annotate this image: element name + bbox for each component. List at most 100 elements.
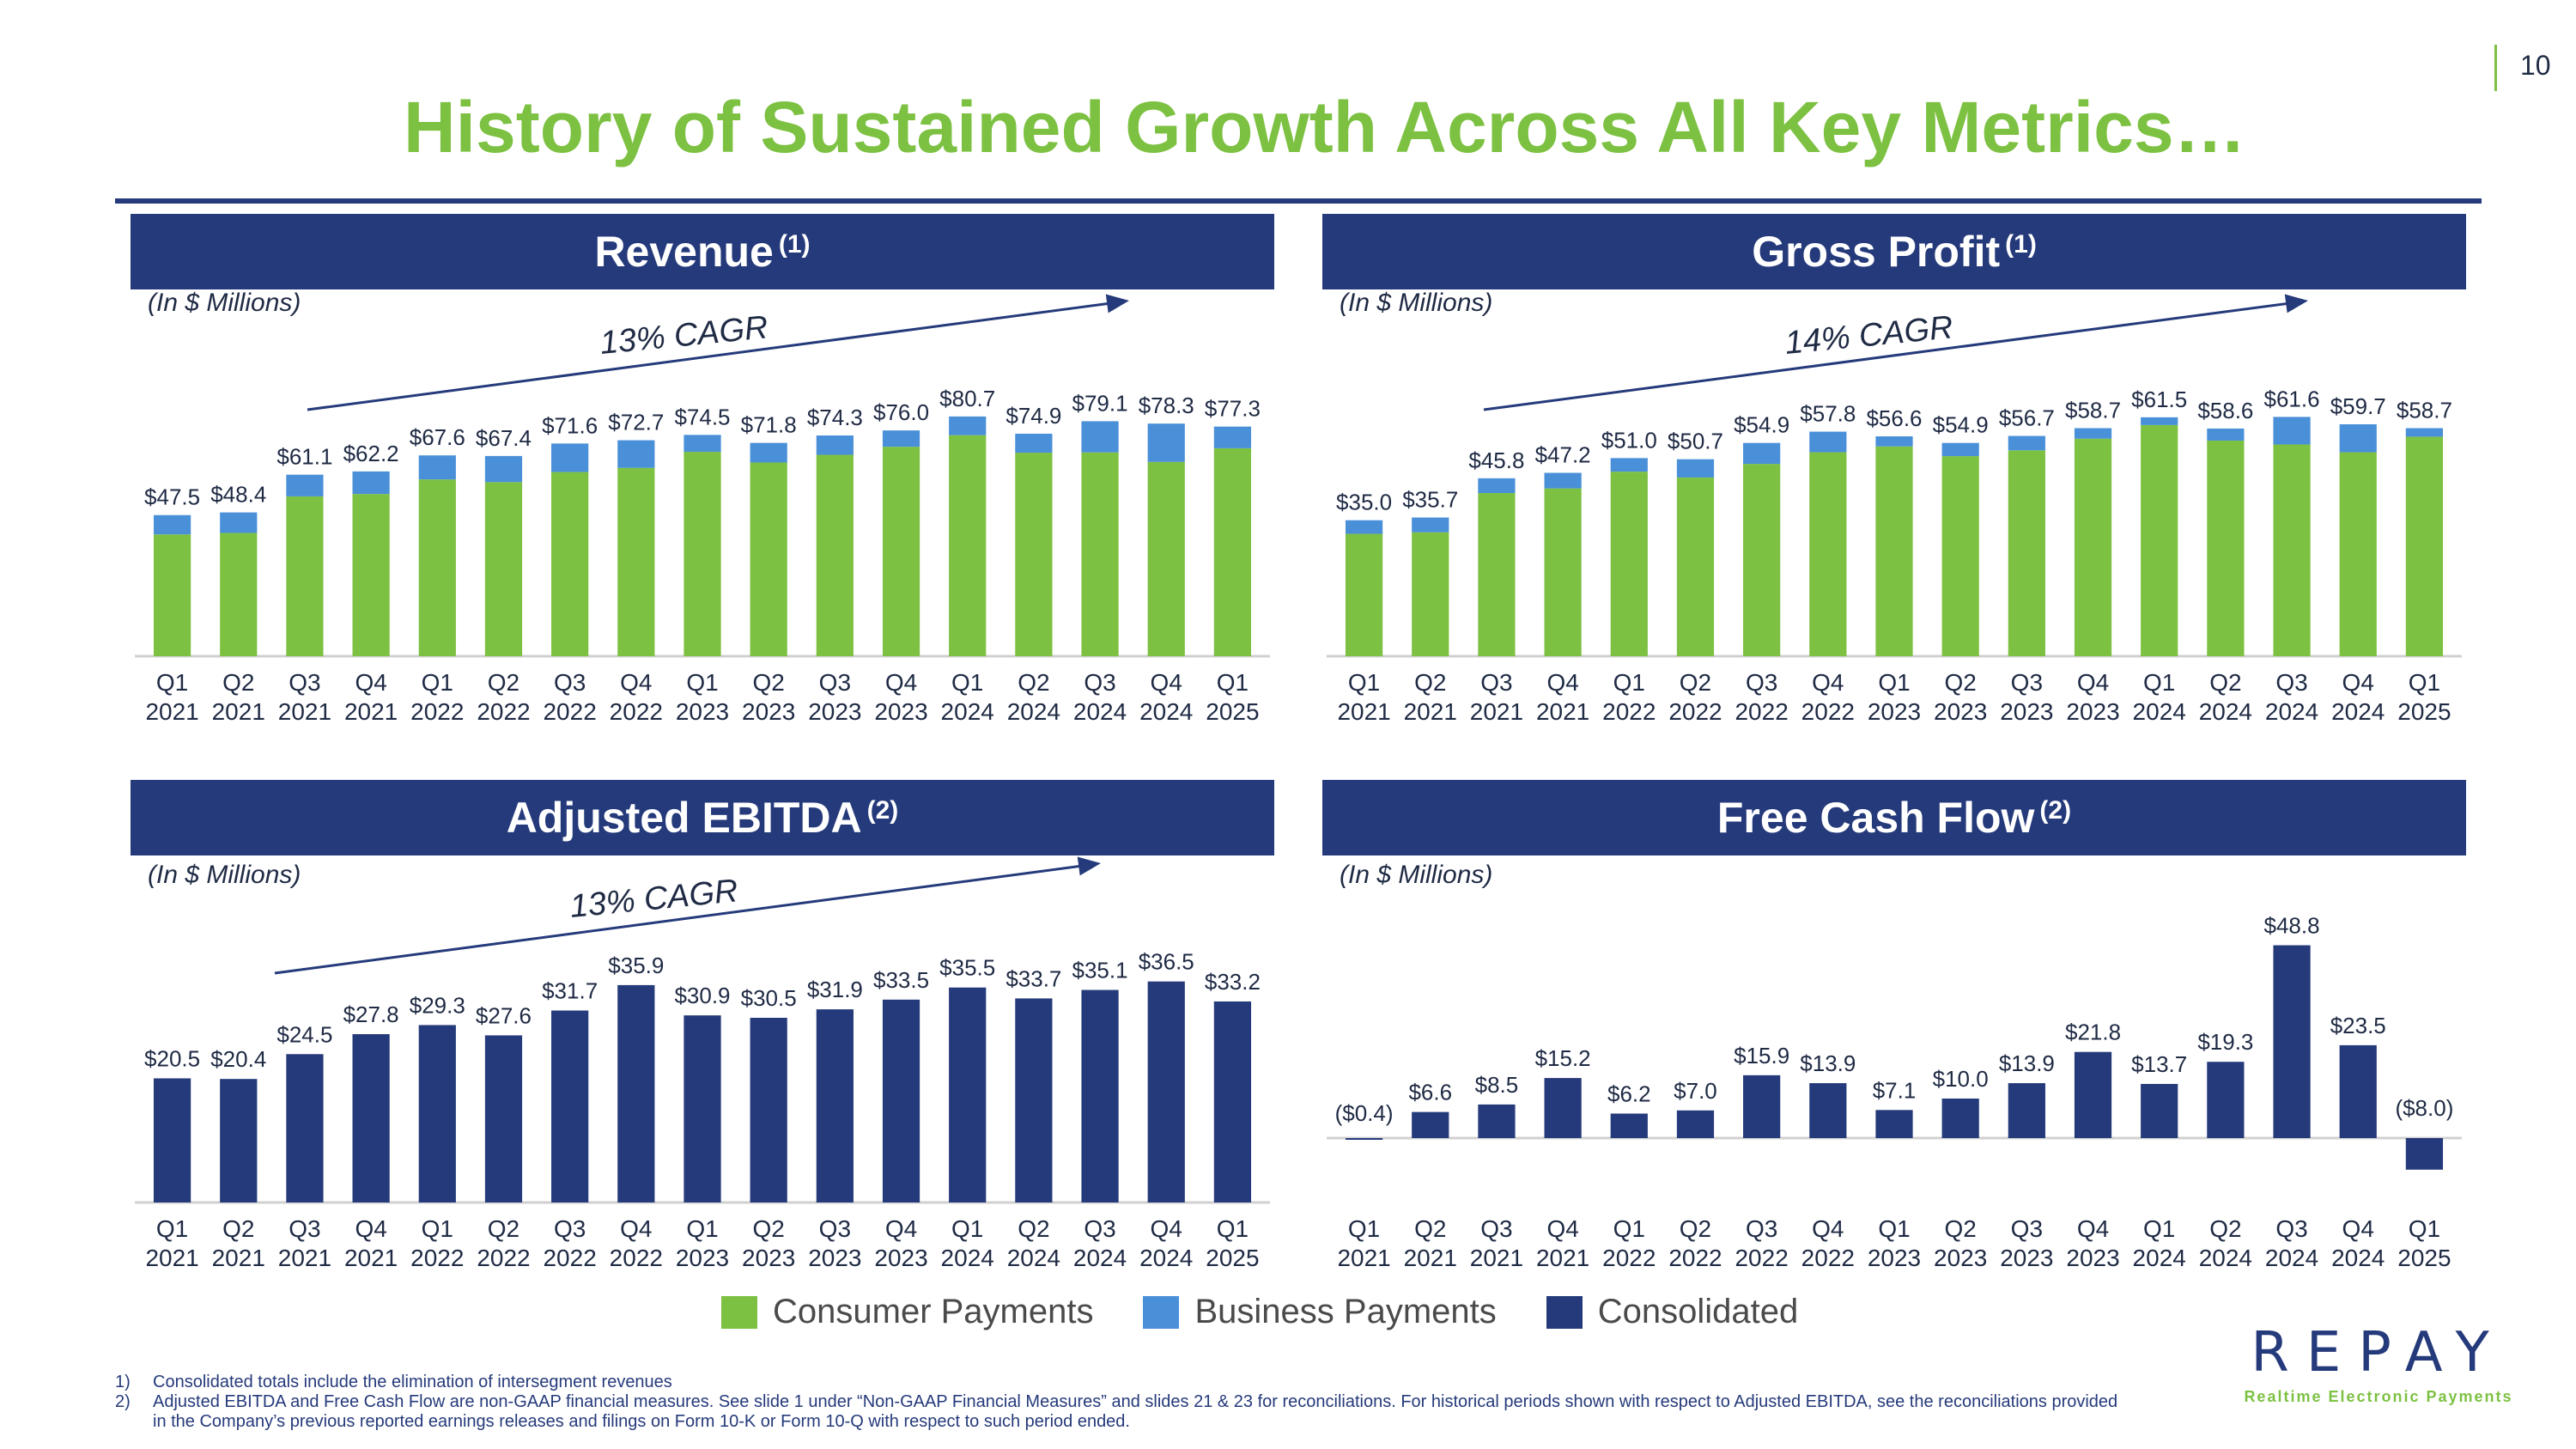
adjusted-ebitda-bar-consolidated xyxy=(882,999,920,1202)
adjusted-ebitda-data-label: $35.9 xyxy=(608,953,664,978)
adjusted-ebitda-tick-quarter: Q3 xyxy=(554,1215,586,1242)
gross-profit-data-label: $58.6 xyxy=(2197,398,2253,423)
adjusted-ebitda-title-footnote: (2) xyxy=(866,796,899,825)
title-divider xyxy=(115,198,2482,204)
gross-profit-tick-year: 2024 xyxy=(2133,698,2186,725)
gross-profit-tick-quarter: Q1 xyxy=(2409,669,2440,696)
adjusted-ebitda-tick-year: 2022 xyxy=(543,1245,596,1271)
gross-profit-title-footnote: (1) xyxy=(2005,230,2037,259)
adjusted-ebitda-tick-year: 2024 xyxy=(1139,1245,1193,1271)
legend-label-consumer: Consumer Payments xyxy=(773,1293,1094,1330)
revenue-tick-quarter: Q3 xyxy=(289,669,320,696)
revenue-bar-business xyxy=(418,455,456,480)
revenue-tick-quarter: Q2 xyxy=(752,669,784,696)
gross-profit-data-label: $54.9 xyxy=(1933,412,1989,438)
revenue-bar-business xyxy=(949,416,987,435)
adjusted-ebitda-tick-year: 2024 xyxy=(1073,1245,1127,1271)
revenue-data-label: $71.6 xyxy=(542,412,598,438)
revenue-tick-year: 2022 xyxy=(610,698,663,725)
gross-profit-bar-consumer xyxy=(1544,488,1582,656)
free-cash-flow-bar-consolidated xyxy=(2207,1062,2245,1138)
free-cash-flow-tick-quarter: Q1 xyxy=(1348,1215,1380,1242)
revenue-tick-year: 2024 xyxy=(1007,698,1060,725)
revenue-bar-consumer xyxy=(286,496,324,656)
free-cash-flow-data-label: $19.3 xyxy=(2197,1029,2253,1055)
footnote-text: Consolidated totals include the eliminat… xyxy=(153,1373,672,1391)
revenue-data-label: $77.3 xyxy=(1205,396,1261,422)
revenue-tick-year: 2022 xyxy=(543,698,596,725)
revenue-tick-quarter: Q1 xyxy=(951,669,983,696)
adjusted-ebitda-cagr-arrow-line xyxy=(274,862,1097,975)
gross-profit-cagr-arrow-line xyxy=(1483,300,2304,411)
revenue-tick-year: 2022 xyxy=(410,698,464,725)
revenue-tick-year: 2021 xyxy=(212,698,265,725)
gross-profit-bar-consumer xyxy=(1875,446,1913,656)
adjusted-ebitda-bar-consolidated xyxy=(352,1034,390,1202)
free-cash-flow-bar-consolidated xyxy=(2074,1051,2112,1138)
gross-profit-bar-consumer xyxy=(1941,456,1979,656)
revenue-bar-business xyxy=(617,440,655,468)
revenue-bar-business xyxy=(286,474,324,496)
revenue-data-label: $47.5 xyxy=(144,484,200,510)
free-cash-flow-tick-quarter: Q1 xyxy=(2409,1215,2440,1242)
revenue-data-label: $67.6 xyxy=(410,424,465,450)
free-cash-flow-tick-quarter: Q3 xyxy=(2275,1215,2307,1242)
free-cash-flow-data-label: $23.5 xyxy=(2330,1013,2386,1038)
revenue-tick-quarter: Q4 xyxy=(355,669,386,696)
gross-profit-data-label: $35.0 xyxy=(1336,490,1392,515)
gross-profit-tick-quarter: Q1 xyxy=(2143,669,2175,696)
gross-profit-bar-consumer xyxy=(2141,424,2178,656)
gross-profit-bar-consumer xyxy=(2405,436,2444,656)
revenue-tick-year: 2021 xyxy=(344,698,398,725)
adjusted-ebitda-data-label: $24.5 xyxy=(276,1021,332,1047)
revenue-bar-consumer xyxy=(1147,461,1185,656)
adjusted-ebitda-data-label: $27.8 xyxy=(343,1002,399,1027)
free-cash-flow-bar-consolidated xyxy=(1544,1078,1582,1138)
revenue-bar-business xyxy=(352,471,390,495)
adjusted-ebitda-tick-quarter: Q3 xyxy=(819,1215,851,1242)
free-cash-flow-tick-year: 2024 xyxy=(2133,1245,2186,1271)
free-cash-flow-tick-quarter: Q2 xyxy=(1944,1215,1976,1242)
adjusted-ebitda-tick-year: 2022 xyxy=(410,1245,464,1271)
gross-profit-cagr-arrow-head xyxy=(2284,294,2308,314)
free-cash-flow-tick-quarter: Q4 xyxy=(1812,1215,1844,1242)
adjusted-ebitda-data-label: $31.9 xyxy=(807,977,863,1002)
gross-profit-title: Gross Profit xyxy=(1752,228,2001,276)
gross-profit-tick-year: 2024 xyxy=(2331,698,2385,725)
gross-profit-tick-year: 2024 xyxy=(2265,698,2318,725)
revenue-data-label: $74.9 xyxy=(1005,403,1061,429)
adjusted-ebitda-tick-quarter: Q3 xyxy=(289,1215,320,1242)
adjusted-ebitda-tick-quarter: Q1 xyxy=(1217,1215,1249,1242)
gross-profit-tick-quarter: Q2 xyxy=(2209,669,2241,696)
gross-profit-data-label: $51.0 xyxy=(1601,427,1657,453)
logo-tagline: Realtime Electronic Payments xyxy=(2244,1388,2513,1405)
free-cash-flow-bar-consolidated xyxy=(1610,1113,1648,1138)
revenue-bar-business xyxy=(1213,426,1252,448)
gross-profit-bar-consumer xyxy=(2074,438,2112,656)
gross-profit-bar-consumer xyxy=(1676,477,1715,656)
free-cash-flow-data-label: $15.2 xyxy=(1535,1045,1591,1071)
revenue-data-label: $80.7 xyxy=(939,386,995,411)
footnote-text: Adjusted EBITDA and Free Cash Flow are n… xyxy=(153,1392,2118,1431)
free-cash-flow-tick-year: 2023 xyxy=(2066,1245,2119,1271)
revenue-tick-year: 2022 xyxy=(477,698,530,725)
adjusted-ebitda-tick-year: 2024 xyxy=(941,1245,994,1271)
revenue-bar-business xyxy=(153,514,191,535)
free-cash-flow-tick-quarter: Q1 xyxy=(1878,1215,1910,1242)
adjusted-ebitda-header: Adjusted EBITDA (2) xyxy=(131,780,1274,855)
revenue-tick-year: 2023 xyxy=(742,698,795,725)
free-cash-flow-data-label: $21.8 xyxy=(2065,1020,2121,1045)
gross-profit-tick-quarter: Q4 xyxy=(2342,669,2374,696)
gross-profit-bar-consumer xyxy=(1610,472,1648,656)
revenue-tick-year: 2021 xyxy=(145,698,198,725)
revenue-bar-consumer xyxy=(683,452,721,656)
free-cash-flow-tick-quarter: Q1 xyxy=(1613,1215,1645,1242)
gross-profit-tick-year: 2022 xyxy=(1668,698,1722,725)
adjusted-ebitda-data-label: $20.4 xyxy=(210,1046,266,1072)
revenue-tick-quarter: Q4 xyxy=(620,669,652,696)
free-cash-flow-data-label: ($0.4) xyxy=(1335,1100,1394,1126)
revenue-bar-consumer xyxy=(484,482,523,656)
revenue-data-label: $79.1 xyxy=(1072,390,1128,416)
gross-profit-tick-quarter: Q1 xyxy=(1613,669,1645,696)
